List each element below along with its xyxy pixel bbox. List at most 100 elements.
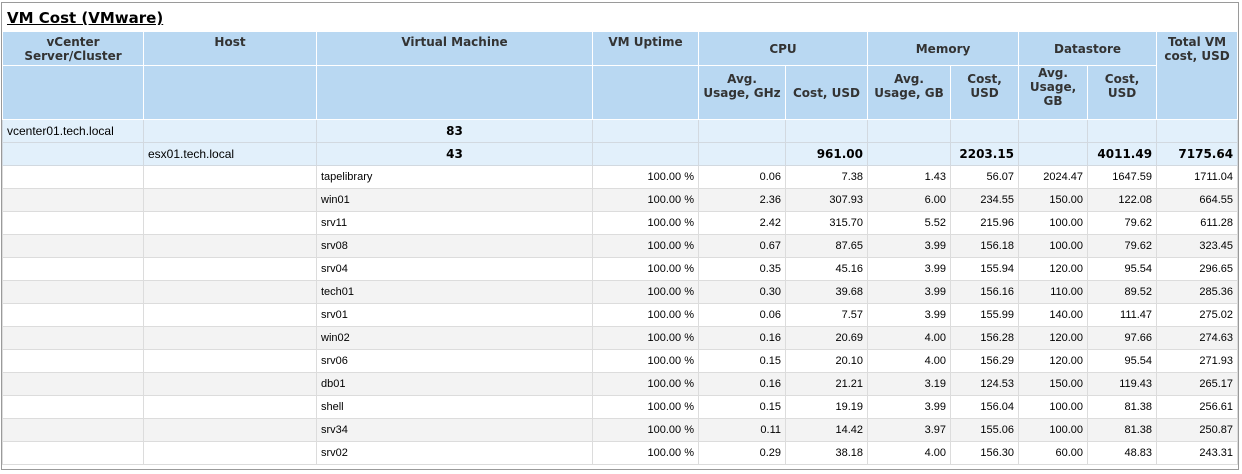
vm-cpu-cost: 38.18: [784, 441, 869, 465]
vm-ds-usage: 2024.47: [1018, 165, 1089, 189]
vm-mem-usage: 3.99: [867, 234, 952, 258]
col-host[interactable]: Host: [143, 31, 317, 66]
vm-mem-usage: 3.99: [867, 280, 952, 304]
vm-cpu-cost: 45.16: [784, 257, 869, 281]
vcenter-host-empty: [143, 119, 317, 143]
vm-uptime: 100.00 %: [592, 326, 699, 350]
vm-cpu-usage: 2.36: [698, 188, 786, 212]
vm-total-cost: 1711.04: [1156, 165, 1238, 189]
host-row[interactable]: esx01.tech.local 43 961.00 2203.15 4011.…: [2, 142, 1238, 166]
table-row[interactable]: srv01 100.00 % 0.06 7.57 3.99 155.99 140.00 111…: [2, 303, 1238, 327]
vm-uptime: 100.00 %: [592, 349, 699, 373]
col-ds-cost[interactable]: Cost, USD: [1087, 65, 1158, 120]
vm-cpu-usage: 0.06: [698, 165, 786, 189]
col-cpu-cost[interactable]: Cost, USD: [784, 65, 869, 120]
table-row[interactable]: srv02 100.00 % 0.29 38.18 4.00 156.30 60.00 48.…: [2, 441, 1238, 465]
col-total-vm-cost[interactable]: Total VM cost, USD: [1156, 31, 1238, 120]
vm-ds-cost: 95.54: [1087, 257, 1158, 281]
vm-cell-host: [143, 234, 317, 258]
col-group-memory: Memory: [867, 31, 1020, 66]
vm-cell-host: [143, 165, 317, 189]
report-title[interactable]: VM Cost (VMware): [7, 9, 164, 27]
vm-ds-usage: 100.00: [1018, 234, 1089, 258]
vm-ds-cost: 1647.59: [1087, 165, 1158, 189]
host-ds-cost: 4011.49: [1087, 142, 1158, 166]
vm-cpu-cost: 20.69: [784, 326, 869, 350]
table-row[interactable]: tech01 100.00 % 0.30 39.68 3.99 156.16 110.00 8…: [2, 280, 1238, 304]
vm-ds-usage: 100.00: [1018, 418, 1089, 442]
vm-cell-vcenter: [2, 372, 144, 396]
col-mem-cost[interactable]: Cost, USD: [950, 65, 1020, 120]
vm-ds-cost: 81.38: [1087, 418, 1158, 442]
col-group-datastore: Datastore: [1018, 31, 1158, 66]
vm-total-cost: 265.17: [1156, 372, 1238, 396]
vm-name: srv11: [316, 211, 593, 235]
table-row[interactable]: shell 100.00 % 0.15 19.19 3.99 156.04 100.00 81…: [2, 395, 1238, 419]
vm-ds-usage: 140.00: [1018, 303, 1089, 327]
vm-cell-host: [143, 188, 317, 212]
vm-cpu-cost: 20.10: [784, 349, 869, 373]
vm-cell-host: [143, 349, 317, 373]
table-row[interactable]: srv04 100.00 % 0.35 45.16 3.99 155.94 120.00 95…: [2, 257, 1238, 281]
col-virtual-machine[interactable]: Virtual Machine: [316, 31, 593, 66]
vm-ds-cost: 48.83: [1087, 441, 1158, 465]
vm-mem-usage: 4.00: [867, 326, 952, 350]
vm-uptime: 100.00 %: [592, 234, 699, 258]
vm-cpu-usage: 0.35: [698, 257, 786, 281]
col-cpu-usage[interactable]: Avg. Usage, GHz: [698, 65, 786, 120]
col-host-sub: [143, 65, 317, 120]
vm-name: srv06: [316, 349, 593, 373]
vcenter-row[interactable]: vcenter01.tech.local 83: [2, 119, 1238, 143]
vm-mem-usage: 5.52: [867, 211, 952, 235]
vm-ds-cost: 111.47: [1087, 303, 1158, 327]
table-row[interactable]: tapelibrary 100.00 % 0.06 7.38 1.43 56.07 2024…: [2, 165, 1238, 189]
vm-name: win02: [316, 326, 593, 350]
vm-cpu-usage: 2.42: [698, 211, 786, 235]
col-mem-usage[interactable]: Avg. Usage, GB: [867, 65, 952, 120]
vm-mem-cost: 156.30: [950, 441, 1020, 465]
vm-cell-host: [143, 395, 317, 419]
vm-total-cost: 243.31: [1156, 441, 1238, 465]
vm-cpu-cost: 21.21: [784, 372, 869, 396]
col-vm-uptime[interactable]: VM Uptime: [592, 31, 699, 66]
table-row[interactable]: win01 100.00 % 2.36 307.93 6.00 234.55 150.00 1…: [2, 188, 1238, 212]
vm-cell-vcenter: [2, 188, 144, 212]
vm-cell-host: [143, 372, 317, 396]
vm-mem-cost: 156.18: [950, 234, 1020, 258]
vm-total-cost: 271.93: [1156, 349, 1238, 373]
vcenter-vm-count: 83: [316, 119, 593, 143]
vm-mem-cost: 215.96: [950, 211, 1020, 235]
vm-cell-vcenter: [2, 349, 144, 373]
vm-cell-host: [143, 211, 317, 235]
vm-ds-usage: 60.00: [1018, 441, 1089, 465]
vm-ds-cost: 81.38: [1087, 395, 1158, 419]
table-row[interactable]: db01 100.00 % 0.16 21.21 3.19 124.53 150.00 119…: [2, 372, 1238, 396]
vm-mem-usage: 1.43: [867, 165, 952, 189]
vm-cpu-cost: 19.19: [784, 395, 869, 419]
table-row[interactable]: srv34 100.00 % 0.11 14.42 3.97 155.06 100.00 81…: [2, 418, 1238, 442]
vm-cell-vcenter: [2, 418, 144, 442]
table-row[interactable]: srv06 100.00 % 0.15 20.10 4.00 156.29 120.00 95…: [2, 349, 1238, 373]
vm-name: db01: [316, 372, 593, 396]
vm-ds-usage: 150.00: [1018, 188, 1089, 212]
table-row[interactable]: srv08 100.00 % 0.67 87.65 3.99 156.18 100.00 79…: [2, 234, 1238, 258]
vm-ds-cost: 119.43: [1087, 372, 1158, 396]
vm-cell-vcenter: [2, 165, 144, 189]
vm-cpu-cost: 14.42: [784, 418, 869, 442]
vm-name: tech01: [316, 280, 593, 304]
table-row[interactable]: win02 100.00 % 0.16 20.69 4.00 156.28 120.00 97…: [2, 326, 1238, 350]
vm-ds-cost: 79.62: [1087, 211, 1158, 235]
vm-uptime: 100.00 %: [592, 372, 699, 396]
vm-ds-usage: 150.00: [1018, 372, 1089, 396]
vm-ds-usage: 100.00: [1018, 211, 1089, 235]
vm-ds-usage: 120.00: [1018, 349, 1089, 373]
table-row[interactable]: srv11 100.00 % 2.42 315.70 5.52 215.96 100.00 7…: [2, 211, 1238, 235]
vm-name: srv08: [316, 234, 593, 258]
col-ds-usage[interactable]: Avg. Usage, GB: [1018, 65, 1089, 120]
col-vcenter[interactable]: vCenter Server/Cluster: [2, 31, 144, 66]
vm-uptime: 100.00 %: [592, 188, 699, 212]
vm-uptime: 100.00 %: [592, 395, 699, 419]
vm-cell-host: [143, 257, 317, 281]
host-cpu-cost: 961.00: [784, 142, 869, 166]
